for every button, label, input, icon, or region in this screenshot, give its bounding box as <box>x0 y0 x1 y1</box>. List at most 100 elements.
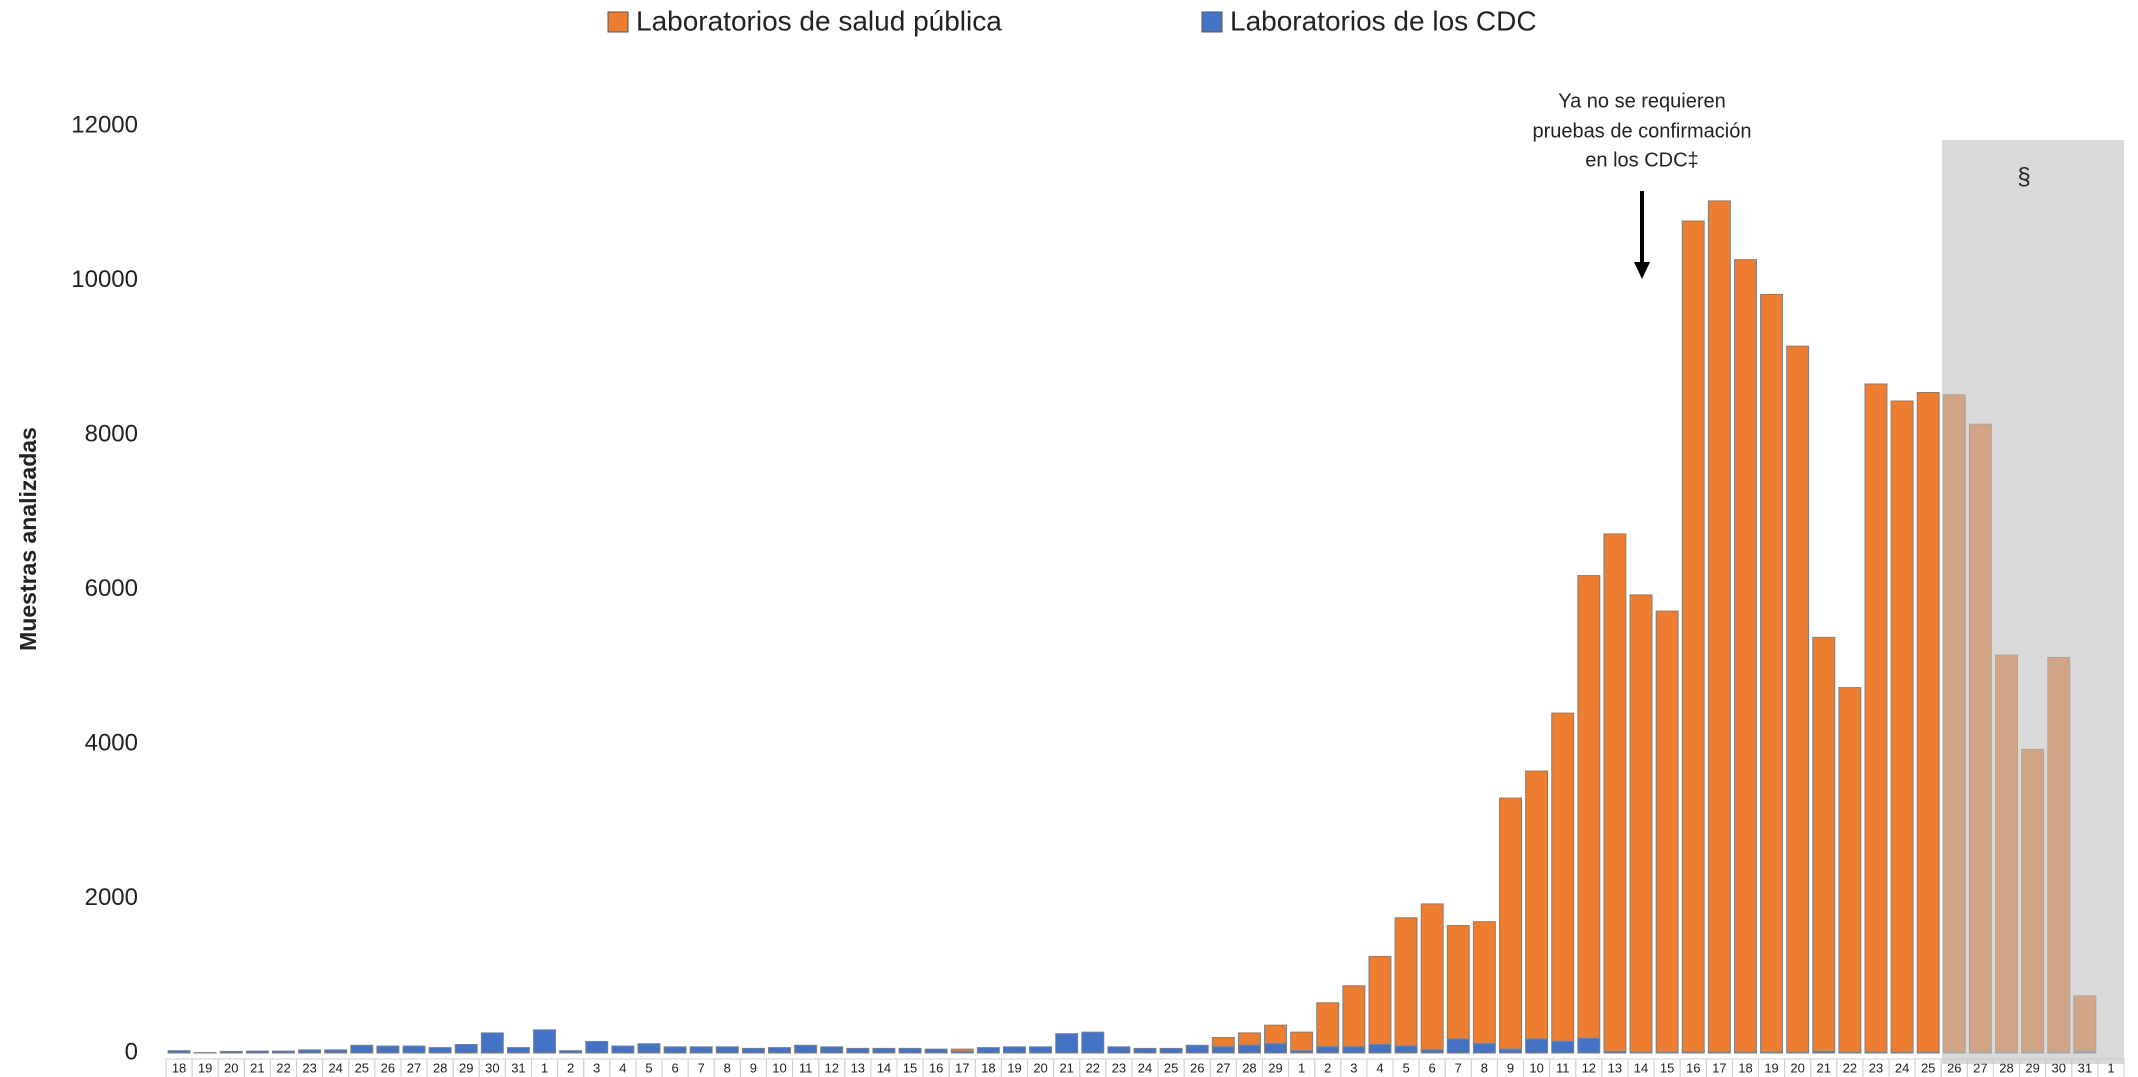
x-tick-label: 27 <box>1973 1060 1987 1075</box>
bar-segment <box>1133 1047 1157 1054</box>
x-tick-label: 12 <box>1582 1060 1596 1075</box>
legend-label: Laboratorios de salud pública <box>636 5 1002 36</box>
x-tick-label: 15 <box>903 1060 917 1075</box>
bar-segment <box>1420 903 1444 1051</box>
x-tick-label: 18 <box>172 1060 186 1075</box>
bar-segment <box>1603 533 1627 1052</box>
bar-segment <box>1029 1046 1053 1054</box>
x-tick-label: 30 <box>485 1060 499 1075</box>
x-tick-label: 23 <box>1112 1060 1126 1075</box>
x-tick-label: 27 <box>1216 1060 1230 1075</box>
bar-segment <box>1446 925 1470 1040</box>
bar-segment <box>794 1044 818 1054</box>
bar-segment <box>1499 797 1522 1050</box>
legend-swatch <box>1201 11 1223 33</box>
x-tick-label: 24 <box>1895 1060 1909 1075</box>
x-tick-label: 2 <box>1324 1060 1331 1075</box>
x-tick-label: 22 <box>276 1060 290 1075</box>
x-tick-label: 13 <box>851 1060 865 1075</box>
x-tick-label: 2 <box>567 1060 574 1075</box>
annotation: en los CDC‡ <box>1585 149 1698 171</box>
x-tick-label: 20 <box>1033 1060 1047 1075</box>
x-tick-label: 9 <box>750 1060 757 1075</box>
bar-segment <box>376 1045 400 1054</box>
bar-segment <box>1890 400 1914 1053</box>
x-tick-label: 31 <box>2078 1060 2092 1075</box>
x-tick-label: 31 <box>511 1060 525 1075</box>
bar-segment <box>1342 985 1366 1048</box>
bar-segment <box>1237 1044 1261 1054</box>
annotation: pruebas de confirmación <box>1532 120 1751 142</box>
x-tick-label: 29 <box>2025 1060 2039 1075</box>
x-tick-label: 19 <box>198 1060 212 1075</box>
bar-segment <box>663 1046 687 1054</box>
x-tick-label: 11 <box>1556 1060 1570 1075</box>
bar-segment <box>1003 1046 1026 1054</box>
y-axis-label: Muestras analizadas <box>15 427 41 651</box>
x-tick-label: 24 <box>328 1060 342 1075</box>
x-tick-label: 13 <box>1608 1060 1622 1075</box>
bar-segment <box>1472 921 1496 1045</box>
bar-segment <box>533 1029 557 1054</box>
bar-segment <box>1525 770 1549 1040</box>
bar-segment <box>1316 1002 1340 1048</box>
bar-segment <box>1107 1046 1131 1054</box>
bar-segment <box>1394 1045 1418 1054</box>
bar-segment <box>1786 345 1810 1053</box>
bar-segment <box>846 1047 870 1054</box>
y-tick-label: 8000 <box>85 420 138 447</box>
bar-segment <box>715 1046 739 1054</box>
bar-segment <box>1446 1038 1470 1054</box>
x-tick-label: 18 <box>981 1060 995 1075</box>
bar-segment <box>1916 392 1940 1053</box>
x-tick-label: 26 <box>1190 1060 1204 1075</box>
annotation: Ya no se requieren <box>1558 90 1726 112</box>
x-tick-label: 21 <box>1059 1060 1073 1075</box>
bar-segment <box>820 1046 844 1054</box>
bar-segment <box>324 1049 348 1054</box>
bar-segment <box>454 1044 478 1054</box>
x-tick-label: 4 <box>619 1060 626 1075</box>
x-tick-label: 24 <box>1138 1060 1152 1075</box>
bar-segment <box>1812 636 1836 1052</box>
bar-segment <box>1237 1032 1261 1046</box>
bar-segment <box>637 1043 661 1054</box>
x-tick-label: 20 <box>1790 1060 1804 1075</box>
x-tick-label: 26 <box>381 1060 395 1075</box>
bar-segment <box>1577 1037 1601 1054</box>
y-tick-label: 0 <box>125 1038 138 1065</box>
x-tick-label: 29 <box>1268 1060 1282 1075</box>
x-tick-label: 12 <box>824 1060 838 1075</box>
x-tick-label: 26 <box>1947 1060 1961 1075</box>
x-tick-label: 17 <box>955 1060 969 1075</box>
y-tick-label: 4000 <box>85 729 138 756</box>
x-tick-label: 14 <box>877 1060 891 1075</box>
x-tick-label: 23 <box>302 1060 316 1075</box>
x-tick-label: 5 <box>1402 1060 1409 1075</box>
bar-segment <box>950 1048 974 1052</box>
bar-segment <box>1264 1024 1287 1045</box>
bar-segment <box>1681 220 1705 1053</box>
bar-segment <box>1368 955 1392 1046</box>
y-tick-label: 6000 <box>85 575 138 602</box>
bar-segment <box>559 1050 583 1054</box>
bar-segment <box>872 1047 896 1054</box>
bar-segment <box>1472 1043 1496 1054</box>
bar-segment <box>1055 1033 1079 1054</box>
bar-segment <box>1864 383 1888 1053</box>
shaded-region <box>1942 140 2124 1064</box>
bar-segment <box>1577 575 1601 1039</box>
x-tick-label: 25 <box>1164 1060 1178 1075</box>
bar-segment <box>1159 1047 1183 1054</box>
bar-segment <box>1655 610 1679 1053</box>
bar-segment <box>611 1045 635 1054</box>
bar-segment <box>898 1047 922 1054</box>
bar-segment <box>924 1048 948 1054</box>
x-tick-label: 28 <box>433 1060 447 1075</box>
y-tick-label: 12000 <box>71 111 138 138</box>
x-tick-label: 30 <box>2051 1060 2065 1075</box>
bar-segment <box>585 1040 609 1054</box>
bar-segment <box>1211 1037 1235 1048</box>
bar-segment <box>428 1047 452 1054</box>
